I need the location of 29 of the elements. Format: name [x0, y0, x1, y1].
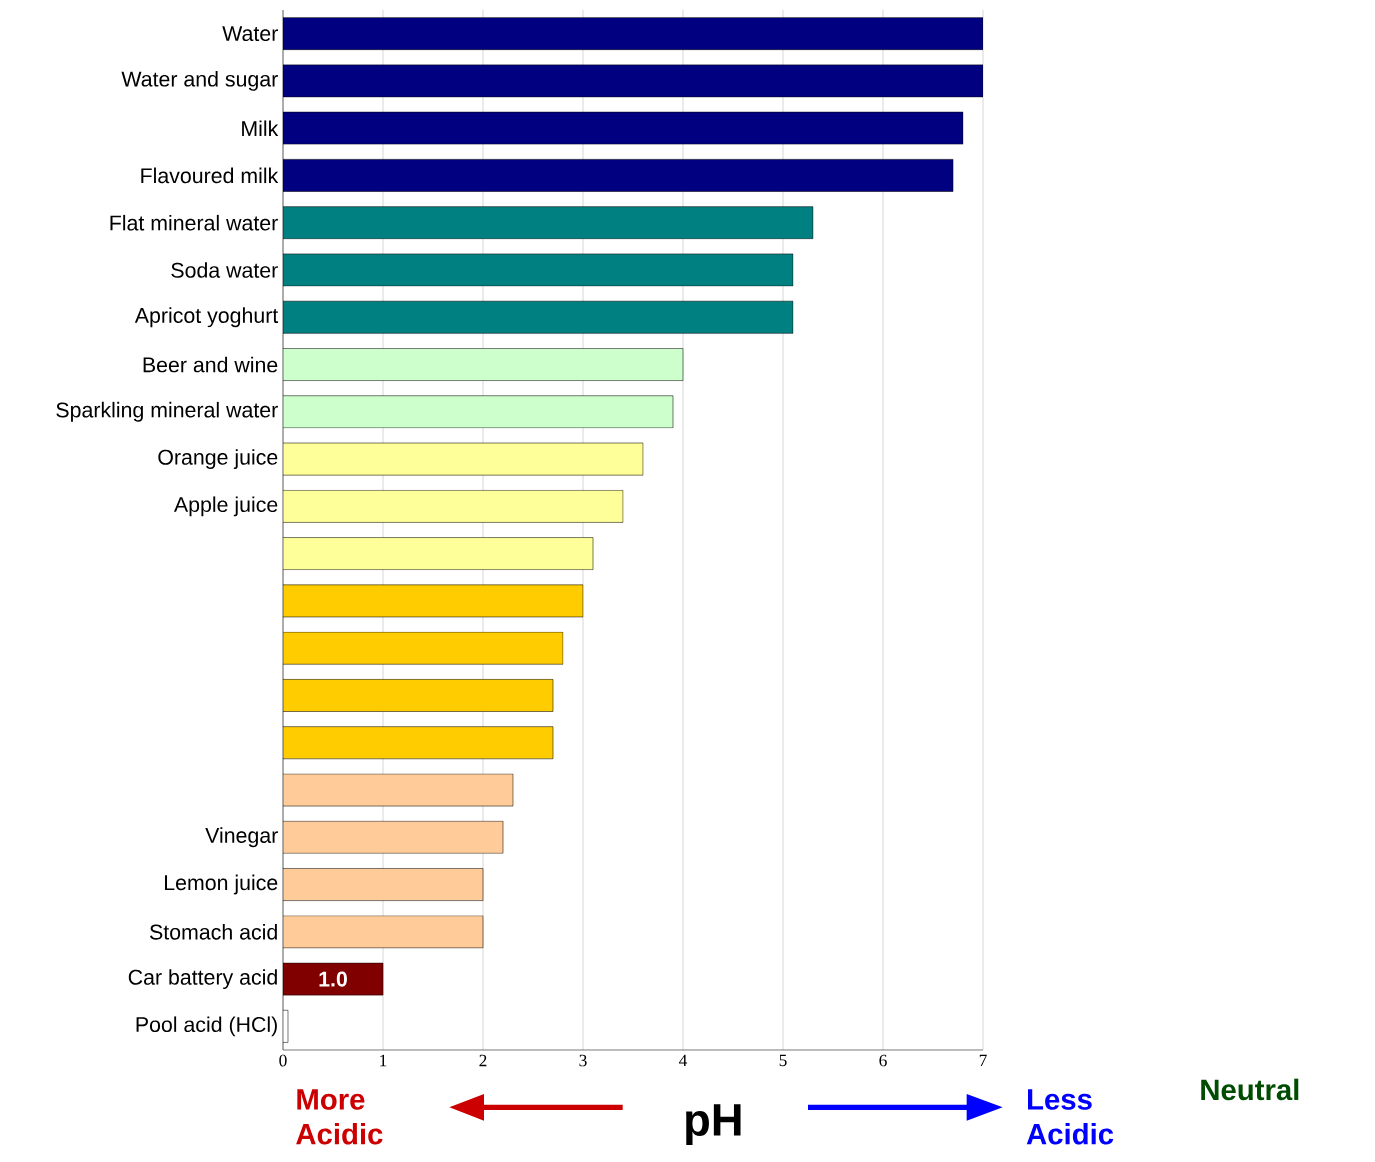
x-tick-label: 2: [479, 1054, 487, 1067]
x-tick-label: 1: [380, 1054, 387, 1067]
x-tick-label: 3: [579, 1054, 587, 1067]
x-tick-label: 6: [879, 1054, 887, 1067]
text: More Acidic: [296, 1089, 383, 1145]
y-tick-label: Stomach acid: [150, 923, 277, 940]
y-tick-label: Soda water: [171, 262, 278, 278]
y-tick-label: Pool acid (HCl): [136, 1016, 277, 1037]
x-tick-label: 7: [979, 1054, 987, 1067]
x-tick-label: 0: [279, 1054, 287, 1067]
y-tick-label: Sparkling mineral water: [56, 401, 278, 422]
y-tick-label: Milk: [242, 120, 279, 136]
x-tick-label: 4: [679, 1054, 688, 1067]
y-tick-label: Flavoured milk: [141, 167, 279, 184]
x-tick-label: 5: [779, 1054, 787, 1067]
y-tick-label: Water and sugar: [121, 70, 278, 91]
y-tick-label: Vinegar: [205, 827, 278, 848]
text: Neutral: [1201, 1078, 1299, 1101]
y-tick-label: Water: [222, 26, 278, 42]
x-axis-title: pH: [686, 1104, 741, 1145]
y-tick-label: Beer and wine: [143, 356, 278, 373]
y-tick-label: Apricot yoghurt: [134, 307, 279, 328]
y-tick-label: Orange juice: [158, 449, 278, 470]
text: Less Acidic: [1026, 1089, 1114, 1145]
y-tick-label: Lemon juice: [165, 874, 278, 895]
y-tick-label: Flat mineral water: [110, 214, 278, 231]
y-tick-label: Apple juice: [173, 496, 278, 517]
data-label: 1.0: [319, 971, 347, 987]
y-tick-label: Car battery acid: [128, 969, 277, 990]
